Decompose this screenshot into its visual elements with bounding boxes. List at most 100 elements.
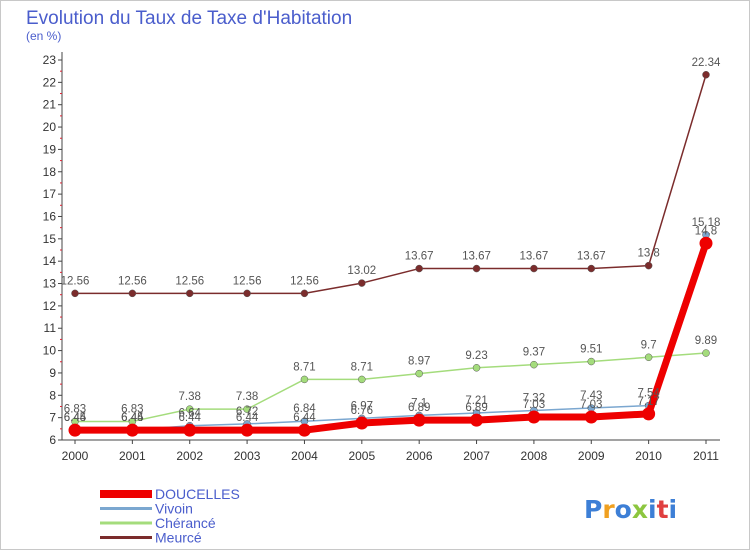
y-tick-label: 15 xyxy=(43,232,57,246)
data-label: 6.72 xyxy=(236,406,258,418)
data-label: 9.51 xyxy=(580,344,602,356)
x-tick-label: 2003 xyxy=(234,449,261,463)
x-tick-label: 2006 xyxy=(406,449,433,463)
data-point xyxy=(355,416,369,430)
data-label: 6.84 xyxy=(293,403,316,415)
data-label: 7.1 xyxy=(411,397,427,409)
y-tick-label: 19 xyxy=(43,142,57,156)
data-point xyxy=(128,289,137,298)
data-point xyxy=(185,405,194,413)
data-label: 7.38 xyxy=(179,391,201,403)
data-label: 7.03 xyxy=(523,399,545,411)
data-label: 22.34 xyxy=(692,57,721,69)
y-tick-label: 21 xyxy=(43,98,57,112)
data-point xyxy=(297,423,311,437)
data-point xyxy=(530,360,538,369)
data-label: 6.89 xyxy=(408,402,430,414)
data-label: 6.89 xyxy=(465,402,487,414)
data-label: 9.7 xyxy=(641,339,657,351)
data-label: 7.03 xyxy=(580,399,602,411)
data-label: 7.17 xyxy=(637,396,659,408)
data-point xyxy=(68,423,82,437)
data-point xyxy=(300,375,309,384)
data-point xyxy=(702,71,710,79)
data-label: 6.44 xyxy=(64,412,87,424)
data-label: 13.67 xyxy=(577,251,606,263)
y-tick-label: 7 xyxy=(49,411,56,425)
data-point xyxy=(243,289,251,298)
data-label: 6.44 xyxy=(121,412,144,424)
data-label: 9.23 xyxy=(465,350,487,362)
data-label: 12.56 xyxy=(175,275,204,287)
data-point xyxy=(530,264,538,273)
x-tick-label: 2009 xyxy=(578,449,605,463)
y-tick-label: 23 xyxy=(43,53,57,67)
data-label: 7.21 xyxy=(465,395,487,407)
y-tick-label: 20 xyxy=(43,120,57,134)
data-label: 7.43 xyxy=(580,390,602,402)
chart-title: Evolution du Taux de Taxe d'Habitation xyxy=(26,8,352,29)
data-point xyxy=(587,357,596,366)
data-label: 7.32 xyxy=(523,392,545,404)
data-point xyxy=(527,410,541,424)
legend-label: Meurcé xyxy=(155,530,202,546)
data-point xyxy=(702,349,710,357)
data-point xyxy=(415,369,423,378)
x-tick-label: 2008 xyxy=(521,449,548,463)
data-point xyxy=(243,405,251,413)
data-label: 12.56 xyxy=(233,275,262,287)
y-tick-label: 6 xyxy=(49,433,56,447)
data-label: 8.97 xyxy=(408,356,430,368)
series-line-doucelles xyxy=(75,242,710,434)
data-point xyxy=(300,289,309,298)
data-label: 6.44 xyxy=(293,412,316,424)
data-label: 13.02 xyxy=(347,265,376,277)
data-point xyxy=(644,353,653,362)
axes: 6 7 8 9 10 11 12 13 14 15 16 17 18 19 20 21 22 23 2000 2001… xyxy=(43,52,720,463)
y-tick-label: 18 xyxy=(43,165,57,179)
series-line-meurcé xyxy=(75,74,707,295)
series-layer xyxy=(68,71,713,437)
data-point xyxy=(185,289,194,298)
data-label: 8.71 xyxy=(351,361,373,373)
y-tick-label: 12 xyxy=(43,299,57,313)
series-line-vivoin xyxy=(75,234,707,431)
data-point xyxy=(642,407,656,421)
data-label: 12.56 xyxy=(290,275,319,287)
data-point xyxy=(587,264,596,273)
y-tick-label: 17 xyxy=(43,187,57,201)
chart-subtitle: (en %) xyxy=(26,29,61,43)
data-point xyxy=(125,423,139,437)
data-label: 6.83 xyxy=(64,403,86,415)
legend-label: Vivoin xyxy=(155,501,193,517)
data-label: 13.8 xyxy=(637,248,659,260)
data-point xyxy=(183,423,197,437)
legend-label: DOUCELLES xyxy=(155,486,240,502)
data-label: 13.67 xyxy=(520,251,549,263)
x-tick-label: 2005 xyxy=(348,449,375,463)
data-label: 6.64 xyxy=(179,408,202,420)
y-tick-label: 22 xyxy=(43,75,57,89)
legend-label: Chérancé xyxy=(155,515,216,531)
data-label: 13.67 xyxy=(462,251,491,263)
data-label: 13.67 xyxy=(405,251,434,263)
data-label: 6.44 xyxy=(236,412,259,424)
data-point xyxy=(472,364,481,372)
data-label: 8.71 xyxy=(293,361,315,373)
y-tick-label: 10 xyxy=(43,344,57,358)
x-tick-label: 2001 xyxy=(119,449,146,463)
y-tick-label: 11 xyxy=(44,321,57,335)
data-point xyxy=(412,413,426,427)
y-tick-label: 8 xyxy=(49,388,56,402)
y-tick-label: 13 xyxy=(43,277,57,291)
data-label: 6.76 xyxy=(351,405,373,417)
x-tick-label: 2011 xyxy=(693,449,719,463)
x-tick-label: 2007 xyxy=(463,449,490,463)
data-label: 6.97 xyxy=(351,400,373,412)
data-label: 12.56 xyxy=(61,275,90,287)
data-label: 15.18 xyxy=(692,217,721,229)
data-label: 6.45 xyxy=(64,412,86,424)
